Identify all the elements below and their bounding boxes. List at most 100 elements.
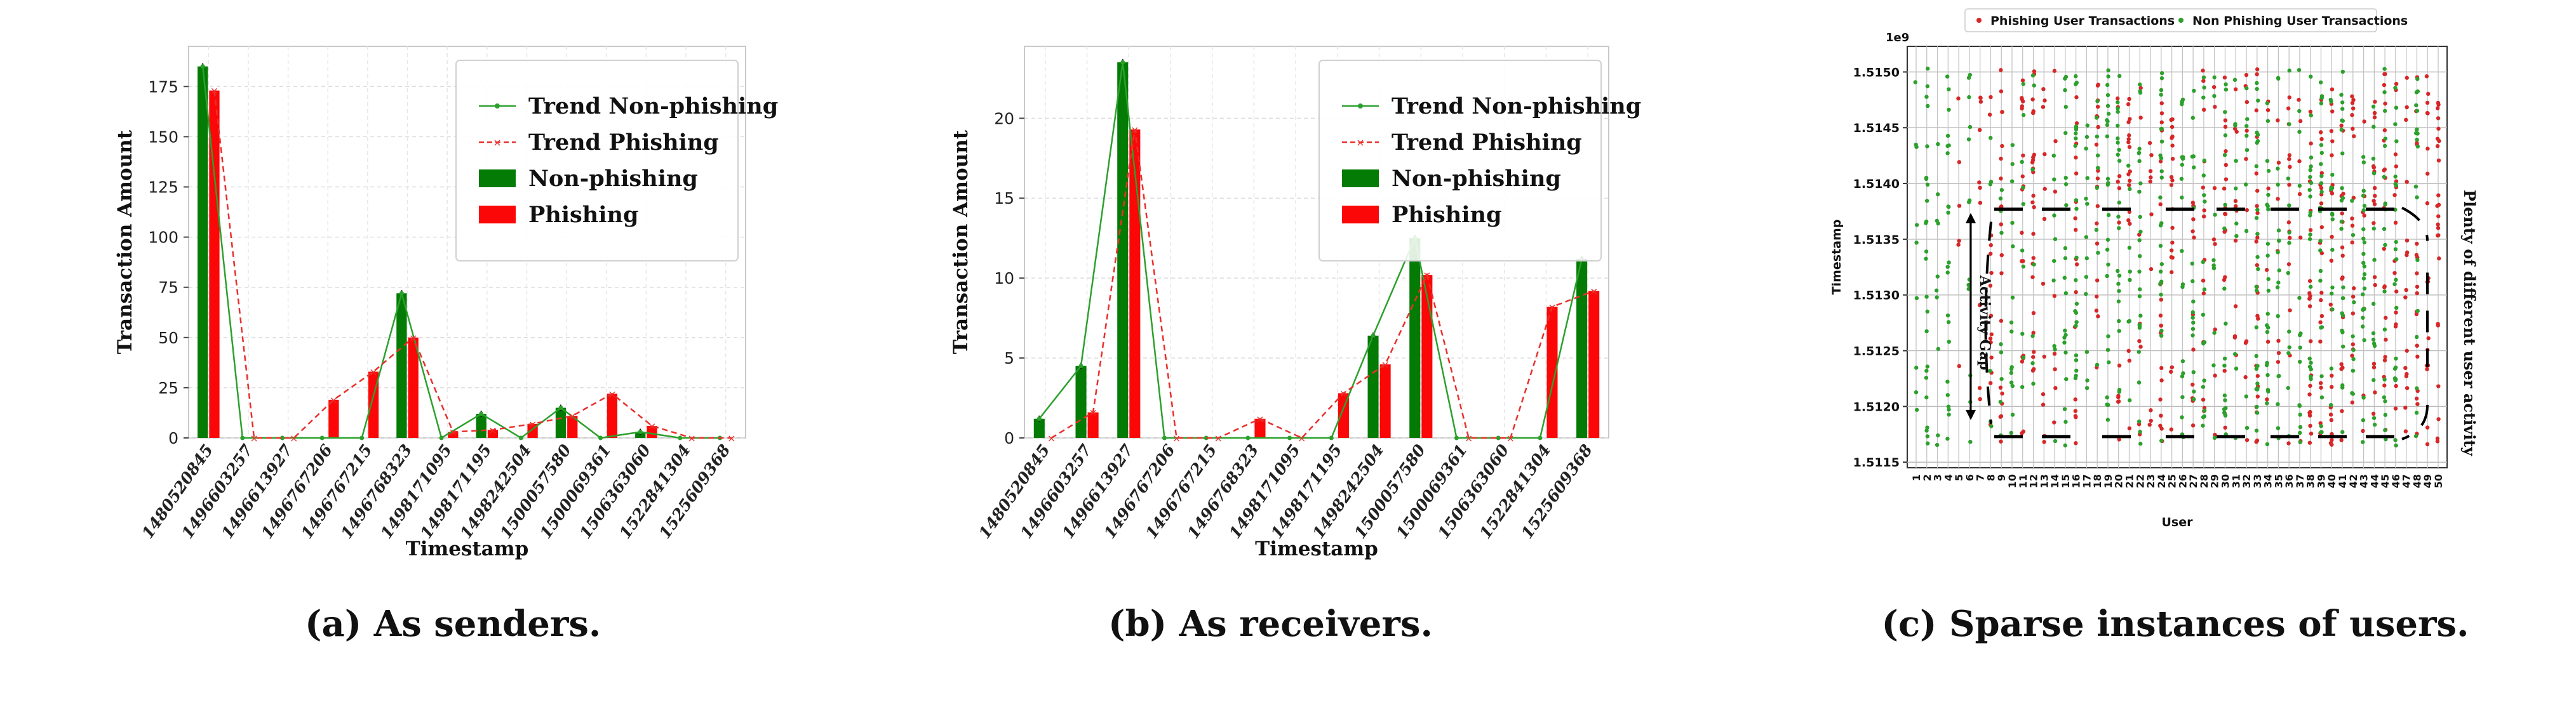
x-tick-label: 31 [2230, 474, 2242, 488]
scatter-point [2254, 216, 2259, 220]
trend-phishing-point: × [488, 424, 497, 436]
x-tick-label: 45 [2379, 474, 2391, 488]
scatter-point [2403, 429, 2408, 433]
legend-label: Trend Non-phishing [1392, 93, 1641, 119]
scatter-point [2084, 146, 2088, 151]
scatter-point [2373, 194, 2377, 198]
scatter-point [1966, 282, 1971, 288]
scatter-point [2223, 398, 2227, 402]
scatter-point [2105, 83, 2110, 88]
x-tick-label: 9 [1996, 474, 2008, 481]
scatter-point [2383, 428, 2387, 432]
trend-phishing-point: × [1089, 407, 1097, 419]
scatter-point [1947, 407, 1951, 412]
scatter-point [2255, 140, 2259, 145]
x-axis-label: Timestamp [1255, 538, 1378, 560]
scatter-point [2105, 248, 2110, 252]
scatter-point [2127, 246, 2132, 250]
x-tick-label: 35 [2272, 474, 2284, 488]
scatter-point [2010, 413, 2015, 417]
scatter-point [2255, 263, 2260, 267]
scatter-point [2222, 226, 2227, 231]
scatter-point [2000, 110, 2004, 114]
scatter-point [2340, 430, 2345, 434]
scatter-point [2117, 220, 2121, 225]
scatter-point [2074, 74, 2078, 79]
scatter-point [1924, 221, 1928, 225]
scatter-point [2328, 402, 2333, 407]
scatter-point [2297, 296, 2302, 300]
legend-label: Phishing [528, 202, 638, 228]
x-tick-label: 49 [2422, 474, 2434, 488]
scatter-point [2309, 180, 2314, 185]
scatter-point [2330, 438, 2334, 442]
scatter-point [2159, 328, 2164, 333]
scatter-point [2169, 183, 2174, 187]
x-tick-label: 1496613927 [218, 440, 297, 542]
scatter-point [2328, 440, 2333, 446]
scatter-point [2030, 200, 2035, 204]
scatter-point [2116, 180, 2120, 184]
scatter-point [2063, 256, 2068, 261]
scatter-point [2309, 141, 2313, 146]
scatter-point [2127, 183, 2131, 187]
scatter-point [2063, 76, 2067, 81]
scatter-point [2158, 314, 2163, 318]
scatter-point [1966, 200, 1971, 204]
scatter-point [1978, 185, 1982, 190]
scatter-point [2190, 201, 2196, 205]
scatter-point [1989, 95, 1993, 100]
scatter-point [2415, 354, 2420, 359]
scatter-point [2190, 279, 2195, 284]
scatter-point [2373, 282, 2377, 288]
legend-label: Non Phishing User Transactions [2192, 14, 2408, 28]
trend-phishing-point: × [608, 388, 616, 400]
scatter-point [2318, 130, 2323, 135]
scatter-point [1946, 204, 1950, 209]
scatter-point [2105, 402, 2110, 407]
scatter-point [2435, 143, 2440, 149]
scatter-point [2116, 399, 2121, 404]
scatter-point [1999, 319, 2004, 323]
scatter-point [2213, 213, 2217, 217]
scatter-point [2340, 211, 2344, 216]
x-tick-label: 7 [1975, 474, 1987, 481]
scatter-point [2223, 202, 2227, 207]
panel-c-chart: 1.5115 1.5120 1.5125 1.5130 1.5135 1.5140 1.51… [1830, 8, 2479, 529]
scatter-point [2371, 361, 2377, 366]
scatter-point [2265, 340, 2271, 344]
scatter-point [2436, 222, 2440, 227]
scatter-point [2190, 382, 2195, 387]
scatter-point [2436, 100, 2441, 105]
scatter-point [2436, 233, 2440, 238]
scatter-point [2361, 315, 2365, 320]
scatter-point [1945, 313, 1950, 318]
scatter-point [1926, 66, 1930, 71]
scatter-point [2020, 385, 2025, 390]
scatter-point [2233, 304, 2238, 308]
scatter-point [2137, 151, 2142, 155]
scatter-point [2339, 123, 2344, 128]
scatter-point [2127, 133, 2131, 138]
scatter-point [2064, 377, 2069, 381]
scatter-point [2244, 157, 2248, 161]
x-tick-label: 37 [2294, 474, 2306, 488]
scatter-point [2169, 255, 2174, 260]
legend-label: Trend Non-phishing [528, 93, 778, 119]
scatter-point [1947, 413, 1951, 417]
scatter-point [2425, 442, 2430, 447]
scatter-point [2074, 358, 2079, 362]
scatter-point [2128, 269, 2132, 274]
x-tick-label: 8 [1985, 474, 1997, 481]
scatter-point [2319, 101, 2324, 106]
scatter-point [2180, 100, 2184, 105]
scatter-point [2319, 291, 2324, 295]
scatter-point [2287, 157, 2291, 161]
scatter-point [1977, 386, 1982, 390]
scatter-point [2201, 69, 2205, 73]
scatter-point [1924, 294, 1929, 299]
scatter-point [2265, 119, 2271, 123]
scatter-point [2213, 432, 2217, 437]
scatter-point [2256, 98, 2260, 103]
